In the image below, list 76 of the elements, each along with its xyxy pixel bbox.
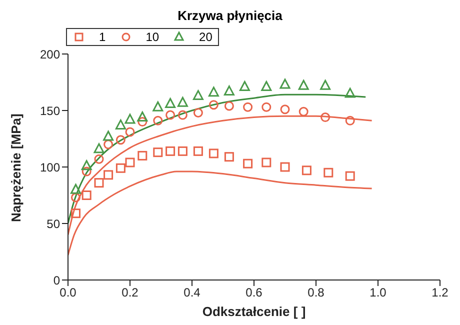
y-tick-label: 50 [46, 216, 60, 231]
x-axis-title: Odkształcenie [ ] [202, 304, 306, 319]
x-tick-label: 1.2 [432, 286, 449, 300]
legend-label: 1 [99, 30, 106, 44]
x-tick-label: 0.2 [122, 286, 139, 300]
point [116, 163, 126, 173]
point [82, 166, 92, 176]
point [262, 158, 272, 168]
point [104, 170, 114, 180]
point [193, 108, 203, 118]
point [177, 96, 188, 107]
x-tick-label: 1.0 [370, 286, 387, 300]
point [320, 112, 330, 122]
point [262, 102, 272, 112]
legend-label: 10 [146, 30, 160, 44]
point [153, 148, 163, 158]
point [302, 166, 312, 176]
point [152, 101, 164, 112]
point [261, 81, 272, 92]
point [280, 104, 290, 114]
line-series [68, 170, 373, 256]
point [125, 158, 135, 168]
point [81, 160, 92, 170]
point [243, 102, 253, 112]
point [82, 190, 92, 200]
x-tick-label: 0.6 [246, 286, 263, 300]
point [345, 171, 355, 181]
point [298, 106, 308, 116]
legend-label: 20 [199, 30, 212, 44]
x-tick-label: 0.4 [184, 286, 201, 300]
point [153, 116, 163, 126]
point [320, 80, 331, 90]
point [70, 184, 81, 194]
point [124, 114, 136, 124]
point [125, 127, 135, 137]
point [94, 154, 104, 164]
y-tick-label: 200 [40, 47, 60, 62]
point [224, 101, 234, 111]
point [280, 78, 290, 89]
chart-title: Krzywa płynięcia [176, 8, 284, 25]
point [280, 162, 290, 172]
point [116, 135, 126, 145]
point [178, 110, 188, 120]
point [137, 112, 148, 122]
point [165, 98, 176, 108]
point [192, 90, 204, 100]
y-tick-label: 100 [40, 160, 60, 174]
point [344, 88, 356, 98]
point [298, 80, 309, 90]
point [94, 143, 104, 154]
point [208, 86, 219, 97]
point [324, 168, 334, 178]
point [178, 146, 188, 156]
y-tick-label: 150 [40, 104, 60, 118]
point [71, 192, 80, 202]
point [104, 140, 114, 150]
point [166, 110, 176, 120]
point [94, 178, 104, 188]
x-tick-label: 0.8 [308, 286, 325, 300]
point [208, 148, 218, 158]
x-tick-label: 0.0 [60, 286, 77, 300]
point [103, 130, 114, 141]
point [208, 100, 218, 110]
point [193, 146, 203, 156]
point [224, 86, 234, 96]
point [138, 117, 148, 127]
point [243, 158, 253, 168]
y-axis-title: Naprężenie [MPa] [8, 114, 24, 222]
point [115, 119, 126, 130]
point [71, 208, 80, 218]
y-tick-label: 0 [53, 273, 60, 288]
point [138, 150, 148, 160]
point [345, 116, 355, 126]
point [224, 152, 234, 162]
point [166, 146, 176, 156]
point [239, 81, 250, 92]
